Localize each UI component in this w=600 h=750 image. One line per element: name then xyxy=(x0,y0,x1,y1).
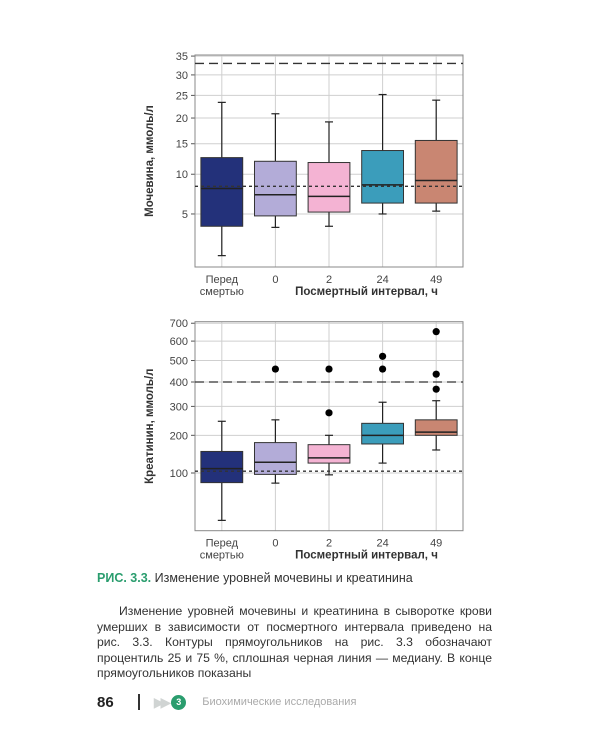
box xyxy=(253,160,297,217)
y-tick-label: 700 xyxy=(170,318,188,330)
box xyxy=(361,422,405,445)
y-tick-label: 30 xyxy=(176,70,188,82)
x-tick-label: смертью xyxy=(200,550,244,562)
outlier-point xyxy=(379,352,387,360)
y-tick-label: 25 xyxy=(176,90,188,102)
box xyxy=(307,444,351,464)
figure-caption: РИС. 3.3. Изменение уровней мочевины и к… xyxy=(97,571,413,585)
x-tick-label: 24 xyxy=(376,538,388,550)
section-title: Биохимические исследования xyxy=(202,696,357,708)
y-tick-label: 100 xyxy=(170,468,188,480)
x-tick-label: 49 xyxy=(430,274,442,286)
outlier-point xyxy=(432,385,440,393)
box xyxy=(414,419,458,436)
box xyxy=(361,150,405,204)
box xyxy=(200,450,244,484)
x-axis-label: Посмертный интервал, ч xyxy=(295,286,438,298)
y-tick-label: 20 xyxy=(176,113,188,125)
y-axis-label: Креатинин, ммоль/л xyxy=(144,369,156,484)
x-tick-label: 2 xyxy=(326,538,332,550)
page-footer: 86 ▶▶ 3 Биохимические исследования xyxy=(97,691,356,713)
x-tick-label: Перед xyxy=(206,274,239,286)
plot-frame xyxy=(194,54,464,268)
x-axis-label: Посмертный интервал, ч xyxy=(295,550,438,562)
figure-title: Изменение уровней мочевины и креатинина xyxy=(154,571,413,585)
plot-frame xyxy=(194,321,464,532)
y-tick-label: 200 xyxy=(170,430,188,442)
y-tick-label: 600 xyxy=(170,336,188,348)
outlier-point xyxy=(325,409,333,417)
y-tick-label: 35 xyxy=(176,51,188,63)
y-axis-label: Мочевина, ммоль/л xyxy=(144,105,156,217)
x-tick-label: 49 xyxy=(430,538,442,550)
y-tick-label: 400 xyxy=(170,377,188,389)
footer-divider xyxy=(137,694,140,710)
box xyxy=(200,157,244,227)
chevrons-icon: ▶▶ xyxy=(153,693,171,710)
x-tick-label: 0 xyxy=(272,274,278,286)
x-tick-label: Перед xyxy=(206,538,239,550)
outlier-point xyxy=(432,328,440,336)
chapter-badge: 3 xyxy=(171,694,187,710)
page-number: 86 xyxy=(97,693,114,711)
figure-label: РИС. 3.3. xyxy=(97,571,152,585)
box xyxy=(253,442,297,475)
box xyxy=(307,162,351,213)
x-tick-label: смертью xyxy=(200,286,244,298)
paragraph-text: Изменение уровней мочевины и креатинина … xyxy=(97,604,492,680)
outlier-point xyxy=(432,370,440,378)
y-tick-label: 300 xyxy=(170,401,188,413)
outlier-point xyxy=(325,365,333,373)
y-tick-label: 15 xyxy=(176,139,188,151)
outlier-point xyxy=(379,365,387,373)
y-tick-label: 500 xyxy=(170,356,188,368)
x-tick-label: 2 xyxy=(326,274,332,286)
outlier-point xyxy=(271,365,279,373)
x-tick-label: 0 xyxy=(272,538,278,550)
x-tick-label: 24 xyxy=(376,274,388,286)
box xyxy=(414,139,458,204)
body-paragraph: Изменение уровней мочевины и креатинина … xyxy=(97,604,492,682)
y-tick-label: 5 xyxy=(182,209,188,221)
y-tick-label: 10 xyxy=(176,169,188,181)
